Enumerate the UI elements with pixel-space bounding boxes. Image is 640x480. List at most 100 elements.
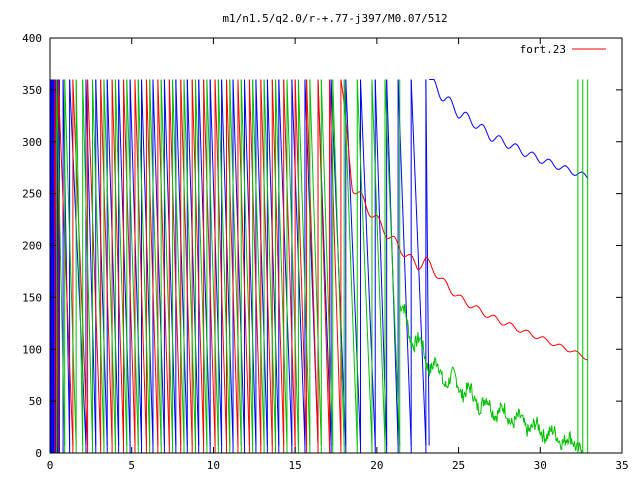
series-0-ramp <box>345 79 362 446</box>
series-2-ramp <box>183 79 196 446</box>
series-2-ramp <box>286 79 299 446</box>
series-2-ramp <box>217 79 231 446</box>
series-1-tail <box>340 79 588 361</box>
series-0-ramp <box>255 79 268 446</box>
series-0-ramp <box>163 79 177 446</box>
series-2-ramp <box>356 79 373 446</box>
series-1-ramp <box>306 79 319 446</box>
series-1-ramp <box>203 79 216 446</box>
series-layer <box>49 79 589 454</box>
series-0-ramp <box>198 79 211 446</box>
series-0-ramp <box>152 79 165 446</box>
series-2-ramp <box>114 79 128 446</box>
series-2-ramp <box>172 79 185 446</box>
series-2-ramp <box>194 79 208 446</box>
series-0-ramp <box>232 79 245 446</box>
y-tick-label: 300 <box>22 136 42 149</box>
series-1-ramp <box>134 79 147 446</box>
series-2-ramp <box>252 79 265 446</box>
series-0-ramp <box>278 79 293 446</box>
x-tick-label: 30 <box>534 459 547 472</box>
series-2-ramp <box>384 79 401 446</box>
series-2-ramp <box>275 79 288 446</box>
series-0-ramp <box>141 79 154 446</box>
series-2-ramp <box>229 79 242 446</box>
series-1-ramp <box>226 79 239 446</box>
series-1-ramp <box>214 79 228 446</box>
y-tick-label: 200 <box>22 240 42 253</box>
series-1-ramp <box>157 79 170 446</box>
series-2-ramp <box>91 79 105 446</box>
series-2-ramp <box>149 79 162 446</box>
series-1-ramp <box>294 79 308 446</box>
series-2-ramp <box>263 79 277 446</box>
series-2-ramp <box>371 79 386 446</box>
series-1-ramp <box>283 79 296 446</box>
series-1-ramp <box>248 79 262 446</box>
series-1-ramp <box>271 79 285 446</box>
series-1-ramp <box>328 79 342 446</box>
series-2-ramp <box>126 79 139 446</box>
x-tick-label: 35 <box>615 459 628 472</box>
series-2-ramp <box>332 79 345 446</box>
series-2-ramp <box>309 79 322 446</box>
series-1-ramp <box>180 79 193 446</box>
series-1-ramp <box>237 79 250 446</box>
y-tick-label: 250 <box>22 188 42 201</box>
series-2-ramp <box>75 79 84 446</box>
series-0-ramp <box>410 79 427 446</box>
series-0-ramp <box>209 79 223 446</box>
x-tick-label: 10 <box>207 459 220 472</box>
series-1-ramp <box>87 79 102 446</box>
series-1-ramp <box>260 79 273 446</box>
x-tick-label: 5 <box>128 459 135 472</box>
series-0-ramp <box>118 79 131 446</box>
series-0-tail <box>429 79 589 179</box>
series-2-ramp <box>240 79 254 446</box>
series-0-ramp <box>129 79 143 446</box>
x-tick-label: 20 <box>370 459 383 472</box>
series-0-ramp <box>186 79 200 446</box>
series-2 <box>56 79 589 454</box>
series-1-ramp <box>111 79 125 446</box>
series-0-ramp <box>106 79 120 446</box>
series-2-tail <box>399 303 583 454</box>
series-2-ramp <box>82 79 93 446</box>
series-2-ramp <box>103 79 116 446</box>
y-tick-label: 150 <box>22 291 42 304</box>
series-0-ramp <box>425 79 430 446</box>
series-1-ramp <box>191 79 205 446</box>
series-2-ramp <box>297 79 311 446</box>
series-0-ramp <box>95 79 108 446</box>
x-tick-label: 25 <box>452 459 465 472</box>
x-tick-label: 15 <box>289 459 302 472</box>
series-0 <box>49 79 589 453</box>
y-tick-label: 400 <box>22 32 42 45</box>
series-1 <box>54 79 588 453</box>
series-2-ramp <box>160 79 174 446</box>
series-1-ramp <box>168 79 182 446</box>
series-1-ramp <box>72 79 89 446</box>
y-tick-label: 50 <box>29 395 42 408</box>
legend: fort.23 <box>520 43 606 56</box>
legend-label: fort.23 <box>520 43 566 56</box>
series-2-ramp <box>137 79 151 446</box>
series-2-ramp <box>56 79 66 446</box>
series-2-ramp <box>206 79 219 446</box>
y-tick-label: 0 <box>35 447 42 460</box>
series-1-ramp <box>123 79 136 446</box>
y-tick-label: 350 <box>22 84 42 97</box>
series-0-ramp <box>397 79 412 446</box>
y-tick-label: 100 <box>22 343 42 356</box>
x-tick-label: 0 <box>47 459 54 472</box>
series-0-ramp <box>221 79 234 446</box>
series-2-ramp <box>343 79 358 446</box>
series-1-ramp <box>100 79 113 446</box>
series-0-ramp <box>360 79 376 446</box>
series-2-ramp <box>320 79 334 446</box>
series-0-ramp <box>266 79 280 446</box>
series-0-ramp <box>243 79 257 446</box>
chart-title: m1/n1.5/q2.0/r-+.77-j397/M0.07/512 <box>222 12 447 25</box>
